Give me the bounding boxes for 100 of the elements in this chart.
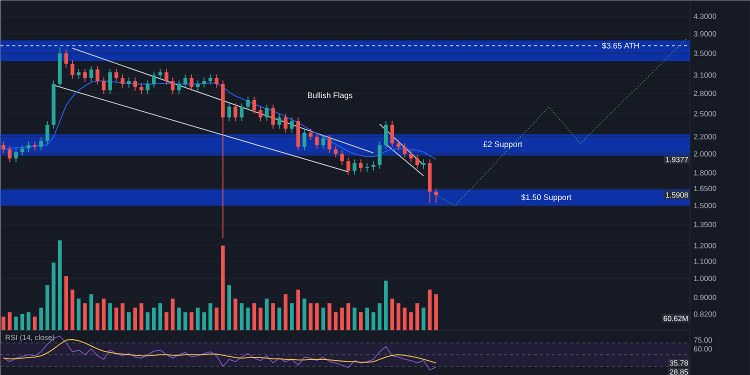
bar bbox=[434, 294, 438, 330]
candlestick bbox=[290, 116, 294, 133]
bar bbox=[20, 314, 24, 330]
candlestick bbox=[378, 141, 382, 170]
line-series bbox=[436, 38, 688, 206]
bar bbox=[252, 302, 256, 330]
candlestick bbox=[177, 80, 181, 94]
bar bbox=[89, 294, 94, 330]
bar bbox=[296, 289, 300, 330]
bar bbox=[409, 312, 413, 330]
candlestick bbox=[114, 68, 118, 82]
candlestick bbox=[390, 120, 394, 148]
candlestick bbox=[196, 80, 200, 92]
candlestick bbox=[45, 120, 50, 144]
bar bbox=[102, 298, 106, 330]
bar bbox=[346, 302, 350, 330]
bar bbox=[76, 298, 81, 330]
bar bbox=[64, 276, 68, 330]
bar bbox=[83, 302, 87, 330]
bar bbox=[390, 298, 394, 330]
candlestick bbox=[409, 150, 413, 162]
candlestick bbox=[158, 68, 162, 79]
candlestick bbox=[32, 141, 37, 151]
bar bbox=[208, 302, 212, 330]
bar bbox=[365, 307, 369, 330]
bar bbox=[340, 307, 344, 330]
candlestick bbox=[422, 158, 426, 170]
candlestick bbox=[384, 120, 388, 149]
bar bbox=[140, 302, 144, 330]
bar bbox=[58, 240, 62, 330]
bar bbox=[321, 307, 326, 330]
bar bbox=[396, 302, 400, 330]
bar bbox=[114, 307, 118, 330]
bar bbox=[126, 312, 131, 330]
candlestick bbox=[321, 134, 326, 149]
bar bbox=[284, 294, 288, 330]
candlestick bbox=[402, 142, 407, 158]
candlestick bbox=[252, 96, 256, 114]
bar bbox=[358, 312, 363, 330]
candlestick bbox=[214, 74, 219, 88]
bar bbox=[214, 307, 219, 330]
bar bbox=[277, 307, 282, 330]
candlestick bbox=[83, 68, 87, 82]
candlestick bbox=[26, 141, 30, 152]
bar bbox=[240, 302, 244, 330]
bar bbox=[32, 316, 37, 330]
candlestick bbox=[2, 141, 6, 154]
candlestick bbox=[308, 128, 313, 140]
candlestick bbox=[396, 139, 400, 151]
candlestick bbox=[190, 74, 194, 92]
bar bbox=[52, 262, 56, 330]
bar bbox=[26, 312, 30, 330]
bar bbox=[120, 302, 124, 330]
candlestick bbox=[340, 150, 344, 166]
candlestick bbox=[170, 76, 175, 94]
bar bbox=[290, 302, 294, 330]
candlestick bbox=[240, 102, 244, 122]
bar bbox=[202, 312, 206, 330]
candlestick bbox=[277, 113, 282, 129]
bar bbox=[308, 302, 313, 330]
bar bbox=[302, 298, 306, 330]
bar bbox=[378, 302, 382, 330]
candlestick bbox=[202, 76, 206, 88]
bar bbox=[352, 307, 356, 330]
candlestick bbox=[108, 68, 112, 94]
candlestick bbox=[89, 65, 94, 82]
bar bbox=[164, 312, 168, 330]
candlestick bbox=[352, 158, 356, 176]
line-series bbox=[2, 335, 437, 370]
candlestick bbox=[146, 80, 150, 94]
candlestick bbox=[434, 188, 438, 204]
bar bbox=[334, 312, 338, 330]
bar bbox=[183, 312, 188, 330]
bar bbox=[422, 307, 426, 330]
bar bbox=[384, 280, 388, 330]
candlestick bbox=[64, 49, 68, 68]
bar bbox=[190, 312, 194, 330]
bar bbox=[146, 312, 150, 330]
candlestick bbox=[8, 145, 12, 162]
candlestick bbox=[183, 74, 188, 88]
candlestick bbox=[152, 70, 156, 88]
candlestick bbox=[102, 76, 106, 94]
bar bbox=[371, 312, 376, 330]
candlestick bbox=[302, 128, 306, 151]
bar bbox=[415, 302, 420, 330]
bar bbox=[152, 307, 156, 330]
candlestick bbox=[208, 74, 212, 85]
bar bbox=[70, 289, 74, 330]
bar bbox=[2, 316, 6, 330]
bar bbox=[258, 307, 262, 330]
candlestick bbox=[415, 154, 420, 170]
candlestick bbox=[227, 102, 232, 122]
bar bbox=[170, 298, 175, 330]
candlestick bbox=[133, 76, 137, 92]
bar bbox=[402, 307, 407, 330]
candlestick bbox=[365, 162, 369, 172]
candlestick bbox=[246, 96, 250, 110]
bar bbox=[177, 307, 181, 330]
bar bbox=[14, 316, 18, 330]
bar bbox=[8, 312, 12, 330]
